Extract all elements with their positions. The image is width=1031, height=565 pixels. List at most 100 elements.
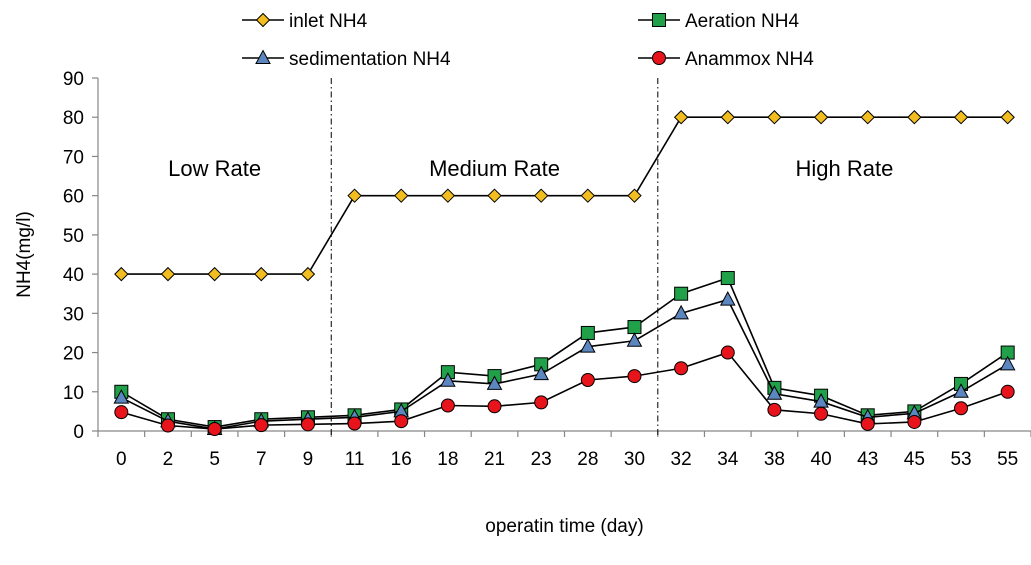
data-point-circle <box>860 416 875 431</box>
y-tick-label: 70 <box>63 147 84 168</box>
legend: inlet NH4 Aeration NH4 sedimentation NH4 An… <box>242 11 814 70</box>
data-point-diamond <box>673 110 689 125</box>
series-line <box>121 116 1008 275</box>
data-point-square <box>580 325 595 340</box>
legend-item: Aeration NH4 <box>638 11 799 32</box>
data-point-triangle <box>953 383 969 398</box>
region-label: High Rate <box>795 156 893 181</box>
x-tick-label: 2 <box>163 449 174 470</box>
data-point-diamond <box>580 188 596 203</box>
data-point-diamond <box>813 110 829 125</box>
legend-label: Aeration NH4 <box>685 11 799 32</box>
x-tick-label: 30 <box>624 449 645 470</box>
data-point-square <box>652 13 666 27</box>
series-aeration-nh4 <box>114 271 1015 435</box>
data-point-diamond <box>160 266 176 282</box>
x-tick-label: 5 <box>209 449 220 470</box>
y-tick-label: 10 <box>63 383 84 404</box>
y-tick-label: 90 <box>63 69 84 90</box>
data-point-circle <box>300 417 315 432</box>
y-tick-label: 20 <box>63 344 84 365</box>
data-point-diamond <box>487 188 502 203</box>
data-point-circle <box>814 406 829 421</box>
x-tick-label: 38 <box>764 449 785 470</box>
x-tick-label: 28 <box>577 449 598 470</box>
data-point-circle <box>160 418 175 433</box>
data-point-circle <box>347 416 362 431</box>
axes <box>97 78 1031 432</box>
y-tick-label: 30 <box>63 304 84 325</box>
x-tick-label: 16 <box>391 449 412 470</box>
data-point-diamond <box>533 188 549 203</box>
data-point-circle <box>254 418 269 433</box>
data-point-square <box>720 271 735 286</box>
data-point-diamond <box>720 110 735 125</box>
x-tick-label: 45 <box>904 449 925 470</box>
x-tick-label: 43 <box>857 449 878 470</box>
data-point-diamond <box>114 266 129 282</box>
legend-label: inlet NH4 <box>289 11 368 32</box>
y-axis-ticks: 0 10 20 30 40 50 60 70 80 90 <box>63 69 98 443</box>
data-point-circle <box>580 373 595 388</box>
x-axis-title: operatin time (day) <box>485 516 643 537</box>
x-tick-label: 7 <box>256 449 267 470</box>
data-point-circle <box>954 401 969 416</box>
data-point-diamond <box>1000 110 1015 125</box>
data-point-circle <box>440 398 455 413</box>
data-point-triangle <box>113 389 130 404</box>
data-point-circle <box>534 395 549 410</box>
rate-region-labels: Low Rate Medium Rate High Rate <box>168 156 893 181</box>
series-sedimentation-nh4 <box>113 291 1016 436</box>
region-label: Medium Rate <box>429 156 560 181</box>
data-point-square <box>674 286 689 301</box>
data-point-circle <box>394 414 409 429</box>
data-point-triangle <box>766 385 783 400</box>
data-point-triangle <box>579 338 596 353</box>
data-point-diamond <box>207 266 222 282</box>
data-point-triangle <box>626 332 643 347</box>
data-point-diamond <box>255 12 271 28</box>
data-point-triangle <box>673 304 689 320</box>
legend-item: inlet NH4 <box>242 11 368 32</box>
series-line <box>120 298 1009 430</box>
data-point-diamond <box>440 188 456 203</box>
data-point-circle <box>114 405 129 420</box>
data-point-circle <box>487 399 502 414</box>
data-point-circle <box>767 402 782 417</box>
data-point-diamond <box>300 266 316 282</box>
data-point-triangle <box>999 355 1016 371</box>
x-tick-label: 9 <box>303 449 314 470</box>
data-point-triangle <box>440 372 456 387</box>
data-point-circle <box>627 369 642 384</box>
y-tick-label: 0 <box>73 422 84 443</box>
x-tick-label: 23 <box>531 449 552 470</box>
x-tick-label: 0 <box>116 449 127 470</box>
data-point-triangle <box>533 365 550 381</box>
series-line <box>121 351 1008 430</box>
legend-item: sedimentation NH4 <box>242 49 451 70</box>
series-line <box>120 277 1009 428</box>
data-point-triangle <box>719 291 736 306</box>
data-point-circle <box>207 422 222 437</box>
rate-dividers <box>330 78 659 437</box>
data-point-diamond <box>907 110 922 125</box>
x-tick-label: 55 <box>997 449 1018 470</box>
data-point-square <box>627 320 642 335</box>
x-tick-label: 40 <box>811 449 832 470</box>
region-label: Low Rate <box>168 156 261 181</box>
data-point-diamond <box>860 110 875 125</box>
x-tick-label: 18 <box>437 449 458 470</box>
data-point-diamond <box>254 266 269 282</box>
y-tick-label: 50 <box>63 226 84 247</box>
data-point-circle <box>674 361 689 376</box>
legend-item: Anammox NH4 <box>638 49 814 70</box>
data-point-triangle <box>486 375 503 390</box>
data-series <box>113 110 1016 437</box>
data-point-circle <box>652 51 666 65</box>
y-tick-label: 40 <box>63 265 84 286</box>
series-inlet-nh4 <box>114 110 1015 282</box>
data-point-diamond <box>953 110 969 125</box>
y-tick-label: 60 <box>63 187 84 208</box>
